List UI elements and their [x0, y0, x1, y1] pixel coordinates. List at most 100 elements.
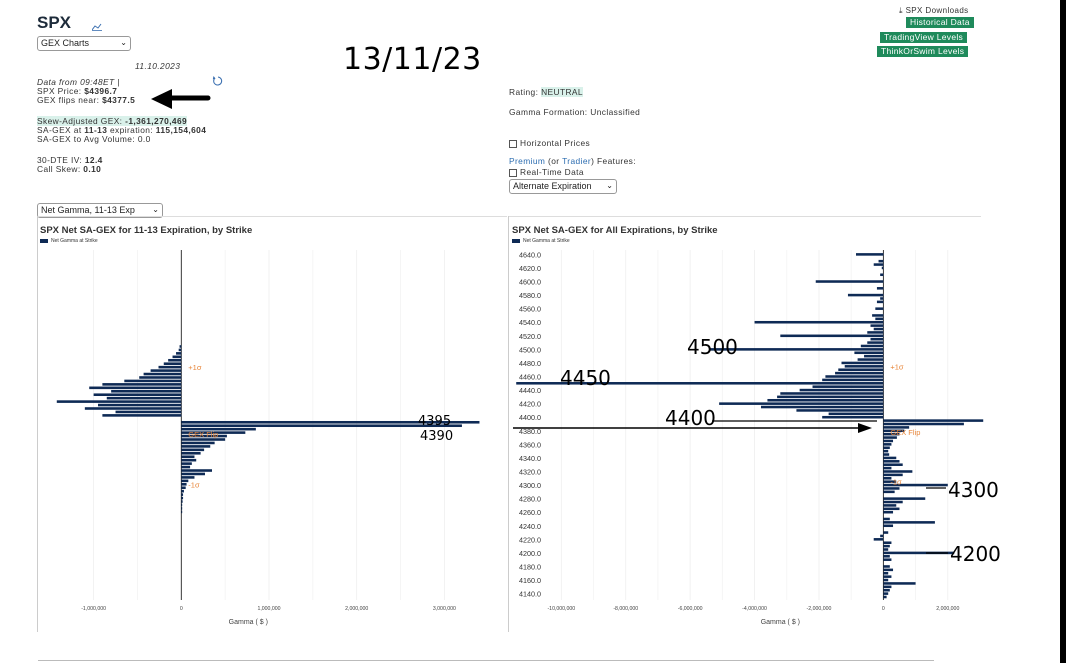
call-skew-line: Call Skew: 0.10 [37, 165, 103, 174]
bar [883, 460, 900, 463]
y-tick-label: 4280.0 [519, 495, 541, 504]
bar [102, 414, 182, 417]
premium-link[interactable]: Premium [509, 156, 546, 166]
bar [860, 344, 884, 348]
rating-value: NEUTRAL [541, 87, 583, 97]
download-icon: ⤓ [899, 6, 903, 15]
bar [172, 355, 182, 359]
handwritten-strike-label: 4395 [418, 414, 451, 429]
panel-separator [508, 216, 509, 632]
thinkorswim-levels-button[interactable]: ThinkOrSwim Levels [877, 46, 969, 57]
bar [870, 324, 884, 327]
y-tick-label: 4320.0 [519, 467, 541, 476]
bar [181, 472, 205, 476]
handwritten-strike-label: 4450 [560, 366, 611, 390]
y-tick-label: 4300.0 [519, 481, 541, 490]
horizontal-prices-checkbox[interactable]: Horizontal Prices [509, 138, 591, 148]
bar [883, 497, 926, 500]
bar [780, 392, 884, 395]
bar [181, 424, 462, 428]
y-tick-label: 4220.0 [519, 535, 541, 544]
y-tick-label: 4560.0 [519, 305, 541, 314]
bar [181, 496, 184, 500]
y-tick-label: 4640.0 [519, 250, 541, 259]
bar [883, 521, 935, 524]
tradier-link[interactable]: Tradier [562, 156, 592, 166]
y-tick-label: 4340.0 [519, 454, 541, 463]
chart-type-select-value: GEX Charts [41, 38, 90, 48]
spx-price-line: SPX Price: $4396.7 [37, 87, 135, 96]
bar [89, 386, 182, 390]
bar [838, 368, 884, 371]
tradingview-levels-button[interactable]: TradingView Levels [880, 32, 968, 43]
y-tick-label: 4620.0 [519, 264, 541, 273]
view-select[interactable]: Net Gamma, 11-13 Exp ⌄ [37, 203, 163, 218]
bar [870, 337, 884, 341]
checkbox[interactable] [509, 139, 517, 148]
x-tick-label: -8,000,000 [613, 606, 638, 612]
bar [181, 483, 187, 486]
iv-label: 30-DTE IV: [37, 155, 85, 165]
or-text: (or [545, 156, 563, 166]
chart2-legend: Net Gamma at Strike [512, 238, 570, 244]
bar [124, 379, 182, 383]
checkbox[interactable] [509, 168, 517, 177]
bar [822, 378, 884, 382]
price-label: SPX Price: [37, 86, 85, 97]
bar [93, 393, 182, 397]
annotation-label: -1σ [890, 478, 902, 487]
panel-left-edge [37, 216, 38, 632]
annotation-label: +1σ [188, 363, 202, 372]
bar [872, 314, 884, 317]
annotation-label: GEX Flip [890, 428, 920, 437]
panel-divider-right [509, 216, 981, 217]
chart2-title: SPX Net SA-GEX for All Expirations, by S… [512, 225, 718, 236]
chart1-title: SPX Net SA-GEX for 11-13 Expiration, by … [40, 225, 253, 236]
bar [841, 361, 884, 365]
bar [181, 445, 211, 448]
bar [143, 372, 182, 376]
bar [106, 396, 182, 400]
chart-icon[interactable] [92, 23, 102, 31]
skew-value: -1,361,270,469 [125, 116, 188, 126]
y-tick-label: 4460.0 [519, 373, 541, 382]
bar [168, 358, 182, 362]
bar [181, 493, 184, 496]
bar [179, 345, 182, 348]
alternate-expiration-select[interactable]: Alternate Expiration ⌄ [509, 179, 617, 194]
bar [857, 358, 884, 361]
bar [883, 575, 892, 578]
bar [181, 438, 226, 441]
footer-rule [38, 660, 934, 661]
refresh-icon[interactable] [212, 75, 224, 87]
date-small: 11.10.2023 [135, 61, 181, 71]
rating-line: Rating: NEUTRAL [509, 87, 583, 97]
bar [181, 427, 256, 431]
bar [883, 490, 895, 494]
y-tick-label: 4200.0 [519, 549, 541, 558]
bar [864, 354, 884, 358]
annotation-label: +1σ [890, 362, 904, 371]
chart-type-select[interactable]: GEX Charts ⌄ [37, 36, 131, 51]
y-tick-label: 4380.0 [519, 427, 541, 436]
summary-block: Data from 09:48ET | SPX Price: $4396.7 G… [37, 77, 136, 106]
bar [883, 449, 889, 453]
sagex-block: Skew-Adjusted GEX: -1,361,270,469 SA-GEX… [37, 116, 206, 145]
bar [883, 568, 894, 572]
call-skew-label: Call Skew: [37, 164, 84, 175]
horizontal-prices-label: Horizontal Prices [520, 138, 591, 148]
flip-value: $4377.5 [102, 95, 136, 106]
bar [181, 448, 205, 452]
y-tick-label: 4500.0 [519, 345, 541, 354]
realtime-checkbox[interactable]: Real-Time Data [509, 167, 584, 177]
handwritten-strike-label: 4300 [948, 478, 999, 502]
alternate-expiration-value: Alternate Expiration [513, 181, 592, 191]
historical-data-button[interactable]: Historical Data [906, 17, 974, 28]
flip-label: GEX flips near: [37, 95, 103, 106]
iv-value: 12.4 [84, 155, 103, 165]
bar [883, 551, 955, 555]
y-tick-label: 4420.0 [519, 400, 541, 409]
bar [883, 483, 948, 487]
bar [825, 375, 884, 378]
bar [883, 595, 887, 599]
